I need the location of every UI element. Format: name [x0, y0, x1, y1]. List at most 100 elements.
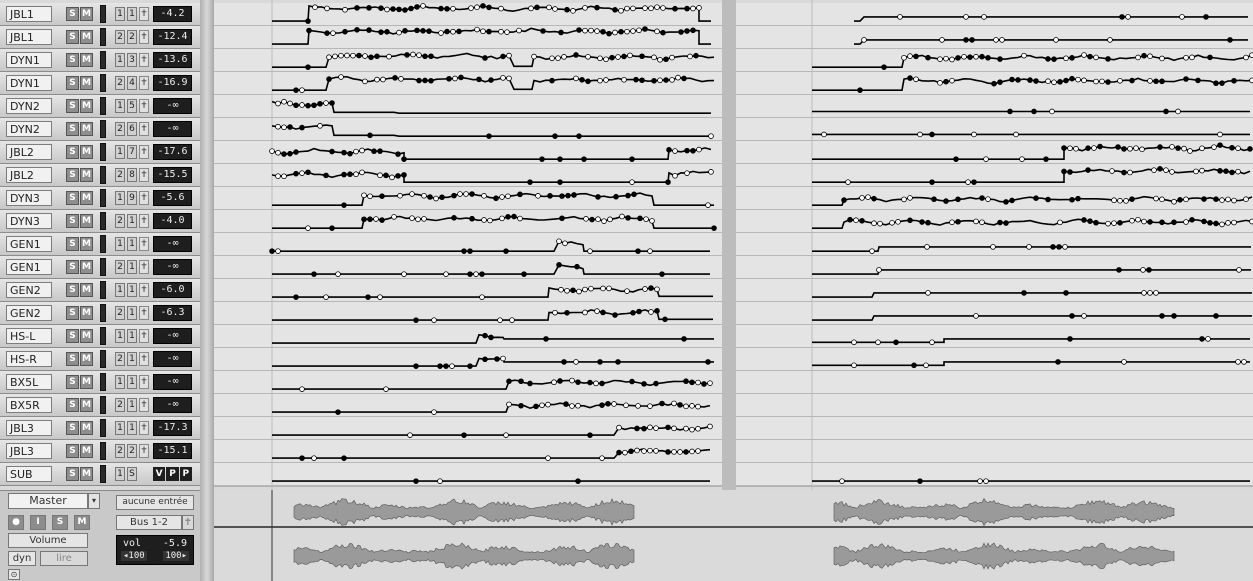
- master-volume-panel[interactable]: vol -5.9 ◂100 100▸: [116, 535, 194, 565]
- pin-icon[interactable]: ✝: [139, 375, 149, 389]
- solo-button[interactable]: S: [66, 7, 79, 21]
- input-channel[interactable]: 2: [115, 306, 125, 320]
- automation-lanes[interactable]: [214, 0, 1253, 581]
- pin-icon[interactable]: ✝: [139, 283, 149, 297]
- track-name[interactable]: JBL1: [6, 6, 52, 22]
- output-channel[interactable]: S: [127, 467, 137, 481]
- mute-button[interactable]: M: [80, 191, 93, 205]
- mute-button[interactable]: M: [80, 283, 93, 297]
- track-header[interactable]: HS-R S M 2 1 ✝ -∞: [0, 348, 200, 371]
- output-channel[interactable]: 7: [127, 145, 137, 159]
- solo-button[interactable]: S: [66, 53, 79, 67]
- output-channel[interactable]: 1: [127, 398, 137, 412]
- solo-button[interactable]: S: [66, 76, 79, 90]
- mute-button[interactable]: M: [80, 306, 93, 320]
- track-name[interactable]: GEN2: [6, 305, 52, 321]
- track-header[interactable]: DYN3 S M 2 1 ✝ -4.0: [0, 210, 200, 233]
- master-dropdown-icon[interactable]: ▾: [88, 493, 100, 509]
- track-volume[interactable]: -∞: [153, 121, 192, 137]
- input-channel[interactable]: 1: [115, 237, 125, 251]
- output-channel[interactable]: 1: [127, 283, 137, 297]
- solo-button[interactable]: S: [66, 99, 79, 113]
- input-channel[interactable]: 1: [115, 7, 125, 21]
- track-header[interactable]: JBL2 S M 1 7 ✝ -17.6: [0, 141, 200, 164]
- track-volume[interactable]: -∞: [153, 236, 192, 252]
- mute-button[interactable]: M: [80, 7, 93, 21]
- output-channel[interactable]: 1: [127, 329, 137, 343]
- mute-button[interactable]: M: [80, 467, 93, 481]
- track-name[interactable]: JBL3: [6, 420, 52, 436]
- solo-button[interactable]: S: [66, 306, 79, 320]
- solo-button[interactable]: S: [66, 191, 79, 205]
- solo-button[interactable]: S: [66, 352, 79, 366]
- track-volume[interactable]: -6.0: [153, 282, 192, 298]
- track-volume[interactable]: -∞: [153, 351, 192, 367]
- pin-icon[interactable]: ✝: [139, 99, 149, 113]
- solo-button[interactable]: S: [66, 30, 79, 44]
- track-volume[interactable]: -5.6: [153, 190, 192, 206]
- input-channel[interactable]: 2: [115, 76, 125, 90]
- timeline[interactable]: [214, 0, 1253, 581]
- solo-button[interactable]: S: [66, 214, 79, 228]
- input-channel[interactable]: 1: [115, 421, 125, 435]
- track-volume[interactable]: -∞: [153, 397, 192, 413]
- track-volume[interactable]: -17.3: [153, 420, 192, 436]
- input-channel[interactable]: 2: [115, 122, 125, 136]
- output-channel[interactable]: 1: [127, 260, 137, 274]
- pin-icon[interactable]: ✝: [139, 191, 149, 205]
- read-mode-select[interactable]: lire: [40, 551, 88, 566]
- track-volume[interactable]: -13.6: [153, 52, 192, 68]
- link-icon[interactable]: ⊙: [8, 569, 20, 580]
- track-volume[interactable]: -∞: [153, 259, 192, 275]
- track-name[interactable]: JBL2: [6, 144, 52, 160]
- mute-button[interactable]: M: [80, 398, 93, 412]
- output-channel[interactable]: 1: [127, 214, 137, 228]
- pan-left[interactable]: ◂100: [121, 551, 147, 561]
- input-channel[interactable]: 1: [115, 375, 125, 389]
- track-header[interactable]: DYN2 S M 2 6 ✝ -∞: [0, 118, 200, 141]
- mute-button[interactable]: M: [80, 145, 93, 159]
- pin-icon[interactable]: ✝: [139, 76, 149, 90]
- solo-button[interactable]: S: [66, 398, 79, 412]
- track-volume[interactable]: -6.3: [153, 305, 192, 321]
- track-name[interactable]: HS-L: [6, 328, 52, 344]
- solo-button[interactable]: S: [66, 467, 79, 481]
- input-channel[interactable]: 1: [115, 467, 125, 481]
- input-channel[interactable]: 1: [115, 283, 125, 297]
- track-header[interactable]: GEN2 S M 1 1 ✝ -6.0: [0, 279, 200, 302]
- mute-button[interactable]: M: [80, 444, 93, 458]
- track-header[interactable]: SUB S M 1 S V P P: [0, 463, 200, 486]
- track-header[interactable]: GEN1 S M 2 1 ✝ -∞: [0, 256, 200, 279]
- output-channel[interactable]: 9: [127, 191, 137, 205]
- track-name[interactable]: GEN1: [6, 236, 52, 252]
- solo-button[interactable]: S: [66, 168, 79, 182]
- input-channel[interactable]: 2: [115, 168, 125, 182]
- input-monitor-button[interactable]: I: [30, 515, 46, 530]
- pin-icon[interactable]: ✝: [139, 7, 149, 21]
- track-header[interactable]: BX5R S M 2 1 ✝ -∞: [0, 394, 200, 417]
- pin-icon[interactable]: ✝: [139, 145, 149, 159]
- solo-button[interactable]: S: [66, 375, 79, 389]
- pin-icon[interactable]: ✝: [139, 444, 149, 458]
- record-button[interactable]: ●: [8, 515, 24, 530]
- track-name[interactable]: JBL1: [6, 29, 52, 45]
- vpp-button[interactable]: V: [153, 467, 166, 481]
- output-channel[interactable]: 1: [127, 421, 137, 435]
- pin-icon[interactable]: ✝: [139, 352, 149, 366]
- track-volume[interactable]: -∞: [153, 374, 192, 390]
- output-channel[interactable]: 3: [127, 53, 137, 67]
- mute-button[interactable]: M: [80, 329, 93, 343]
- track-name[interactable]: HS-R: [6, 351, 52, 367]
- output-channel[interactable]: 1: [127, 375, 137, 389]
- input-channel[interactable]: 2: [115, 214, 125, 228]
- input-channel[interactable]: 2: [115, 398, 125, 412]
- track-name[interactable]: JBL3: [6, 443, 52, 459]
- input-channel[interactable]: 1: [115, 145, 125, 159]
- pin-icon[interactable]: ✝: [139, 122, 149, 136]
- track-header[interactable]: GEN2 S M 2 1 ✝ -6.3: [0, 302, 200, 325]
- track-volume[interactable]: -15.1: [153, 443, 192, 459]
- input-channel[interactable]: 2: [115, 352, 125, 366]
- input-channel[interactable]: 1: [115, 191, 125, 205]
- solo-button[interactable]: S: [52, 515, 68, 530]
